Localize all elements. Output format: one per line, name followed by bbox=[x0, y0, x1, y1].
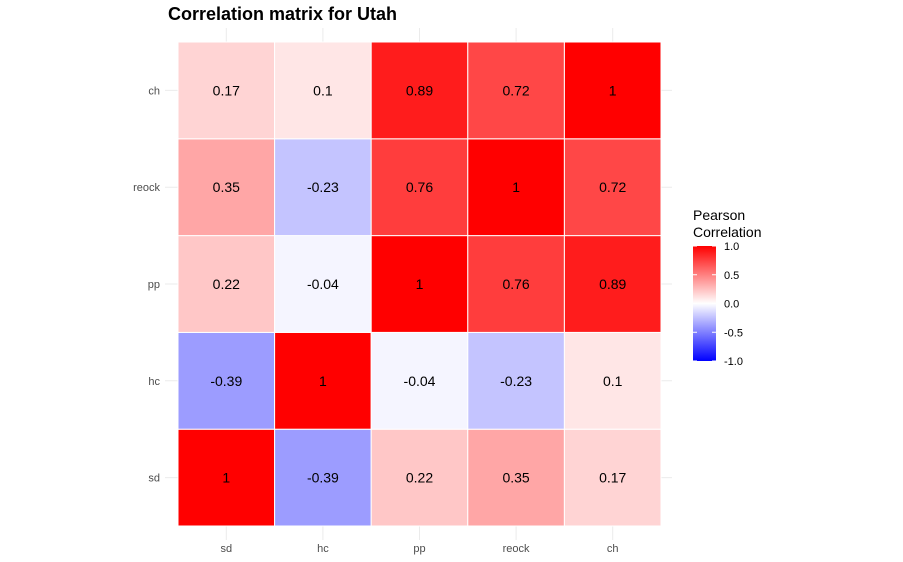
heatmap-cell bbox=[370, 331, 469, 430]
cell-value-label: 0.17 bbox=[213, 82, 240, 98]
y-tick-label: hc bbox=[148, 376, 160, 388]
y-tick-label: sd bbox=[148, 473, 160, 485]
x-axis-ticks: sd hc pp reock ch bbox=[220, 543, 618, 555]
cell-value-label: 0.76 bbox=[502, 276, 529, 292]
cell-value-label: 1 bbox=[512, 179, 520, 195]
heatmap-cell bbox=[467, 41, 565, 140]
heatmap-cell bbox=[467, 331, 565, 430]
cell-value-label: 0.1 bbox=[313, 82, 333, 98]
cell-value-label: -0.04 bbox=[307, 276, 339, 292]
x-tick-label: ch bbox=[607, 543, 619, 555]
heatmap-cell bbox=[274, 235, 372, 333]
cell-value-label: 0.89 bbox=[406, 82, 433, 98]
heatmap-cell bbox=[274, 331, 372, 430]
heatmap-cell bbox=[563, 138, 662, 237]
x-tick-label: hc bbox=[317, 543, 329, 555]
cell-value-label: 0.89 bbox=[599, 276, 626, 292]
heatmap-cell bbox=[274, 138, 372, 237]
cell-value-label: 1 bbox=[416, 276, 424, 292]
cell-value-label: 0.17 bbox=[599, 470, 626, 486]
cell-value-label: 1 bbox=[609, 82, 617, 98]
cell-value-label: 0.22 bbox=[213, 276, 240, 292]
legend: Pearson Correlation 1.0 0.5 0.0 -0.5 -1.0 bbox=[693, 207, 761, 368]
heatmap-cell bbox=[177, 235, 276, 333]
y-tick-label: reock bbox=[133, 182, 160, 194]
heatmap-cell bbox=[370, 41, 469, 140]
legend-tick-label: 1.0 bbox=[724, 241, 739, 253]
cell-value-label: 0.76 bbox=[406, 179, 433, 195]
legend-tick-label: 0.0 bbox=[724, 299, 739, 311]
heatmap-cell bbox=[274, 428, 372, 527]
y-tick-label: ch bbox=[148, 85, 160, 97]
cell-value-label: -0.23 bbox=[500, 373, 532, 389]
cell-value-label: -0.04 bbox=[404, 373, 436, 389]
y-axis-ticks: sd hc pp reock ch bbox=[133, 85, 160, 484]
cell-value-label: 0.22 bbox=[406, 470, 433, 486]
legend-tick-label: -1.0 bbox=[724, 356, 743, 368]
heatmap-cell bbox=[177, 138, 276, 237]
y-tick-label: pp bbox=[148, 279, 160, 291]
cell-value-label: -0.39 bbox=[210, 373, 242, 389]
chart-title: Correlation matrix for Utah bbox=[168, 4, 397, 24]
heatmap-cell bbox=[563, 428, 662, 527]
heatmap-cell bbox=[177, 41, 276, 140]
heatmap-cells bbox=[177, 41, 662, 527]
cell-value-label: 0.35 bbox=[502, 470, 529, 486]
heatmap-cell bbox=[177, 331, 276, 430]
heatmap-cell bbox=[563, 41, 662, 140]
cell-value-label: 0.1 bbox=[603, 373, 623, 389]
cell-value-label: 1 bbox=[319, 373, 327, 389]
heatmap-cell bbox=[370, 235, 469, 333]
cell-value-label: -0.39 bbox=[307, 470, 339, 486]
heatmap-cell bbox=[467, 428, 565, 527]
heatmap-cell bbox=[370, 428, 469, 527]
heatmap-cell bbox=[274, 41, 372, 140]
x-tick-label: sd bbox=[220, 543, 232, 555]
legend-title-line-1: Pearson bbox=[693, 207, 745, 223]
cell-labels: 1 -0.39 0.22 0.35 0.17 -0.39 1 -0.04 -0.23 0.1 0.2… bbox=[210, 82, 626, 485]
cell-value-label: 0.72 bbox=[502, 82, 529, 98]
legend-colorbar bbox=[693, 246, 716, 361]
legend-tick-label: 0.5 bbox=[724, 270, 739, 282]
cell-value-label: -0.23 bbox=[307, 179, 339, 195]
cell-value-label: 1 bbox=[222, 470, 230, 486]
legend-tick-label: -0.5 bbox=[724, 327, 743, 339]
x-tick-label: pp bbox=[413, 543, 425, 555]
legend-title-line-2: Correlation bbox=[693, 224, 761, 240]
cell-value-label: 0.72 bbox=[599, 179, 626, 195]
cell-value-label: 0.35 bbox=[213, 179, 240, 195]
heatmap-cell bbox=[563, 331, 662, 430]
x-tick-label: reock bbox=[503, 543, 530, 555]
